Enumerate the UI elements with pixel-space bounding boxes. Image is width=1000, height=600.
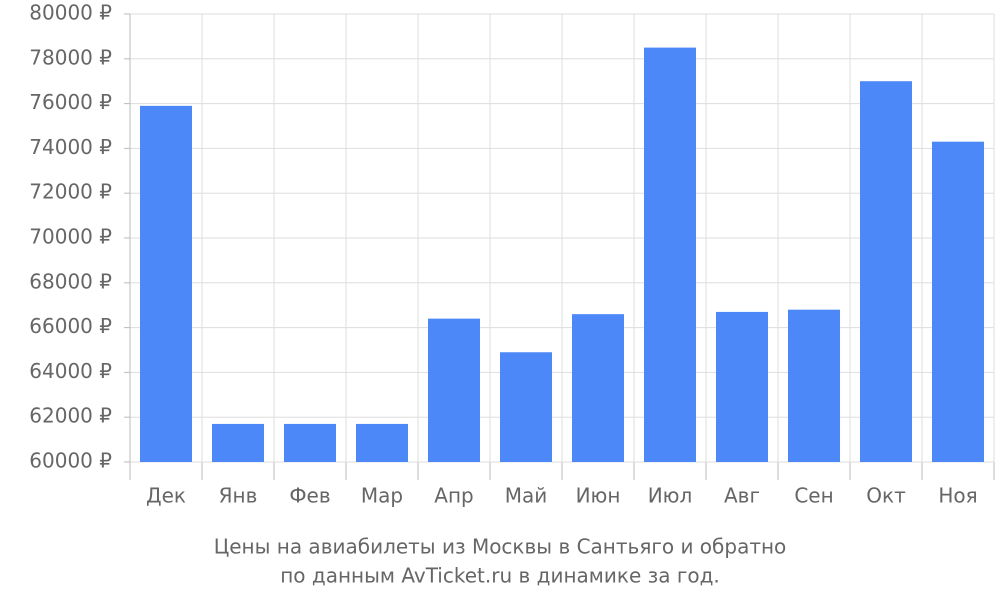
x-tick-label: Май [505,484,548,508]
bar [860,81,912,462]
x-tick-label: Янв [219,484,258,508]
y-tick-label: 64000 ₽ [29,359,112,383]
bar [572,314,624,462]
x-tick-label: Июл [648,484,693,508]
bar [644,47,696,462]
x-tick-label: Фев [289,484,330,508]
x-tick-label: Мар [361,484,403,508]
bar [932,141,984,462]
bar [716,311,768,462]
y-tick-label: 70000 ₽ [29,225,112,249]
x-tick-label: Апр [434,484,473,508]
y-tick-label: 74000 ₽ [29,135,112,159]
y-tick-label: 76000 ₽ [29,90,112,114]
bar [356,423,408,462]
y-tick-label: 72000 ₽ [29,180,112,204]
x-tick-label: Окт [866,484,906,508]
x-tick-label: Июн [576,484,621,508]
x-tick-label: Сен [794,484,833,508]
y-tick-label: 68000 ₽ [29,269,112,293]
x-tick-label: Авг [724,484,760,508]
bar [428,318,480,462]
bar [788,309,840,462]
y-tick-label: 78000 ₽ [29,45,112,69]
bar [140,105,192,462]
bar [284,423,336,462]
y-tick-label: 80000 ₽ [29,1,112,25]
x-tick-label: Дек [146,484,186,508]
bar [212,423,264,462]
caption-line: по данным AvTicket.ru в динамике за год. [280,564,720,588]
y-tick-label: 66000 ₽ [29,314,112,338]
y-tick-label: 60000 ₽ [29,449,112,473]
x-tick-label: Ноя [938,484,977,508]
caption-line: Цены на авиабилеты из Москвы в Сантьяго … [214,535,787,559]
y-tick-label: 62000 ₽ [29,404,112,428]
bar [500,352,552,462]
